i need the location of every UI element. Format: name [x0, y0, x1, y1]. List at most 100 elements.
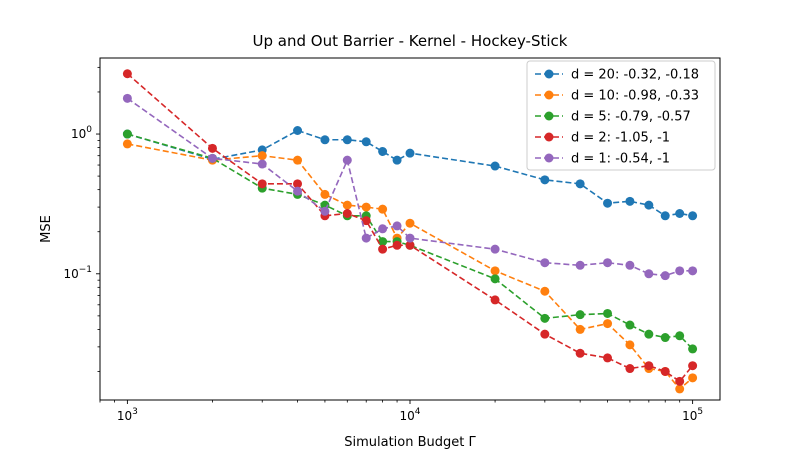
- data-point: [603, 258, 613, 268]
- legend-item: d = 10: -0.98, -0.33: [535, 89, 699, 104]
- legend-label: d = 20: -0.32, -0.18: [571, 68, 699, 83]
- data-point: [361, 216, 371, 226]
- data-point: [540, 329, 550, 339]
- data-point: [688, 344, 698, 354]
- data-point: [378, 146, 388, 156]
- legend-item: d = 5: -0.79, -0.57: [535, 110, 691, 125]
- data-point: [392, 240, 402, 250]
- y-tick-label: 10−1: [63, 265, 92, 281]
- data-point: [490, 266, 500, 276]
- data-point: [378, 237, 388, 247]
- legend-label: d = 10: -0.98, -0.33: [571, 89, 699, 104]
- data-point: [625, 320, 635, 330]
- data-point: [257, 151, 267, 161]
- data-point: [122, 93, 132, 103]
- data-point: [207, 143, 217, 153]
- axes-frame: [99, 57, 721, 401]
- data-point: [342, 155, 352, 165]
- data-point: [688, 361, 698, 371]
- data-point: [540, 286, 550, 296]
- legend-marker: [544, 111, 554, 121]
- data-point: [342, 209, 352, 219]
- legend-label: d = 1: -0.54, -1: [571, 152, 670, 167]
- data-point: [625, 260, 635, 270]
- data-point: [675, 331, 685, 341]
- data-point: [122, 139, 132, 149]
- data-point: [660, 366, 670, 376]
- data-point: [603, 319, 613, 329]
- data-point: [688, 373, 698, 383]
- data-point: [603, 308, 613, 318]
- data-point: [293, 155, 303, 165]
- series-3: [122, 69, 698, 386]
- series-1: [122, 139, 698, 394]
- data-point: [320, 135, 330, 145]
- legend: d = 20: -0.32, -0.18 d = 10: -0.98, -0.33…: [526, 60, 716, 171]
- data-point: [625, 364, 635, 374]
- data-point: [540, 313, 550, 323]
- data-point: [257, 179, 267, 189]
- data-point: [207, 153, 217, 163]
- data-point: [490, 295, 500, 305]
- data-point: [293, 179, 303, 189]
- data-point: [540, 258, 550, 268]
- legend-item: d = 2: -1.05, -1: [535, 131, 670, 146]
- data-point: [392, 221, 402, 231]
- x-tick-label: 105: [682, 407, 703, 423]
- y-tick-label: 100: [71, 125, 92, 141]
- data-point: [405, 218, 415, 228]
- data-point: [603, 353, 613, 363]
- data-point: [392, 155, 402, 165]
- data-point: [575, 260, 585, 270]
- data-point: [660, 333, 670, 343]
- x-tick-label: 103: [117, 407, 138, 423]
- legend-marker: [544, 132, 554, 142]
- data-point: [405, 233, 415, 243]
- data-point: [342, 200, 352, 210]
- legend-marker: [544, 90, 554, 100]
- data-point: [540, 175, 550, 185]
- data-point: [361, 202, 371, 212]
- legend-marker: [544, 69, 554, 79]
- data-point: [378, 204, 388, 214]
- data-point: [378, 244, 388, 254]
- data-point: [575, 179, 585, 189]
- data-point: [625, 340, 635, 350]
- data-point: [675, 209, 685, 219]
- legend-marker: [544, 153, 554, 163]
- data-point: [490, 244, 500, 254]
- data-point: [688, 211, 698, 221]
- y-axis-label: MSE: [39, 215, 54, 243]
- data-point: [575, 324, 585, 334]
- data-point: [675, 384, 685, 394]
- series-4: [122, 93, 698, 281]
- data-point: [122, 129, 132, 139]
- data-point: [575, 310, 585, 320]
- legend-item: d = 20: -0.32, -0.18: [535, 68, 699, 83]
- data-point: [405, 148, 415, 158]
- data-point: [257, 159, 267, 169]
- data-point: [293, 125, 303, 135]
- data-point: [378, 224, 388, 234]
- series-0: [122, 125, 698, 221]
- x-tick-label: 104: [399, 407, 420, 423]
- data-point: [293, 186, 303, 196]
- data-point: [660, 271, 670, 281]
- legend-box: [526, 60, 716, 171]
- legend-item: d = 1: -0.54, -1: [535, 152, 670, 167]
- chart-title: Up and Out Barrier - Kernel - Hockey-Sti…: [253, 32, 568, 50]
- data-point: [122, 69, 132, 79]
- data-point: [361, 233, 371, 243]
- data-point: [320, 206, 330, 216]
- data-point: [675, 266, 685, 276]
- data-point: [603, 198, 613, 208]
- plot-area: 103 104 105 100 10−1: [63, 57, 721, 423]
- legend-label: d = 5: -0.79, -0.57: [571, 110, 691, 125]
- data-point: [660, 211, 670, 221]
- x-axis-label: Simulation Budget Γ: [344, 435, 476, 450]
- legend-label: d = 2: -1.05, -1: [571, 131, 670, 146]
- data-point: [625, 196, 635, 206]
- data-point: [644, 361, 654, 371]
- data-point: [361, 137, 371, 147]
